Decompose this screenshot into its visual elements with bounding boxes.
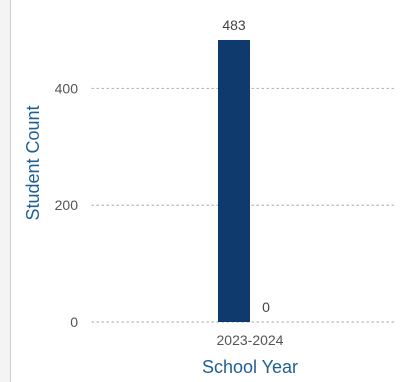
panel-border [10,0,11,382]
y-tick-label: 200 [55,197,79,213]
y-tick-label: 0 [70,314,78,330]
panel-left-gutter [0,0,10,382]
x-tick-labels: 2023-2024 [217,332,284,348]
y-tick-label: 400 [55,80,79,96]
y-tick-labels: 0 200 400 [55,80,79,330]
data-label: 0 [262,299,270,315]
data-label: 483 [222,17,246,33]
bars [218,40,250,322]
x-tick-label: 2023-2024 [217,332,284,348]
bar[interactable] [218,40,250,322]
data-labels: 483 0 [222,17,270,315]
x-axis-title: School Year [202,357,298,377]
y-axis-title: Student Count [23,105,43,220]
